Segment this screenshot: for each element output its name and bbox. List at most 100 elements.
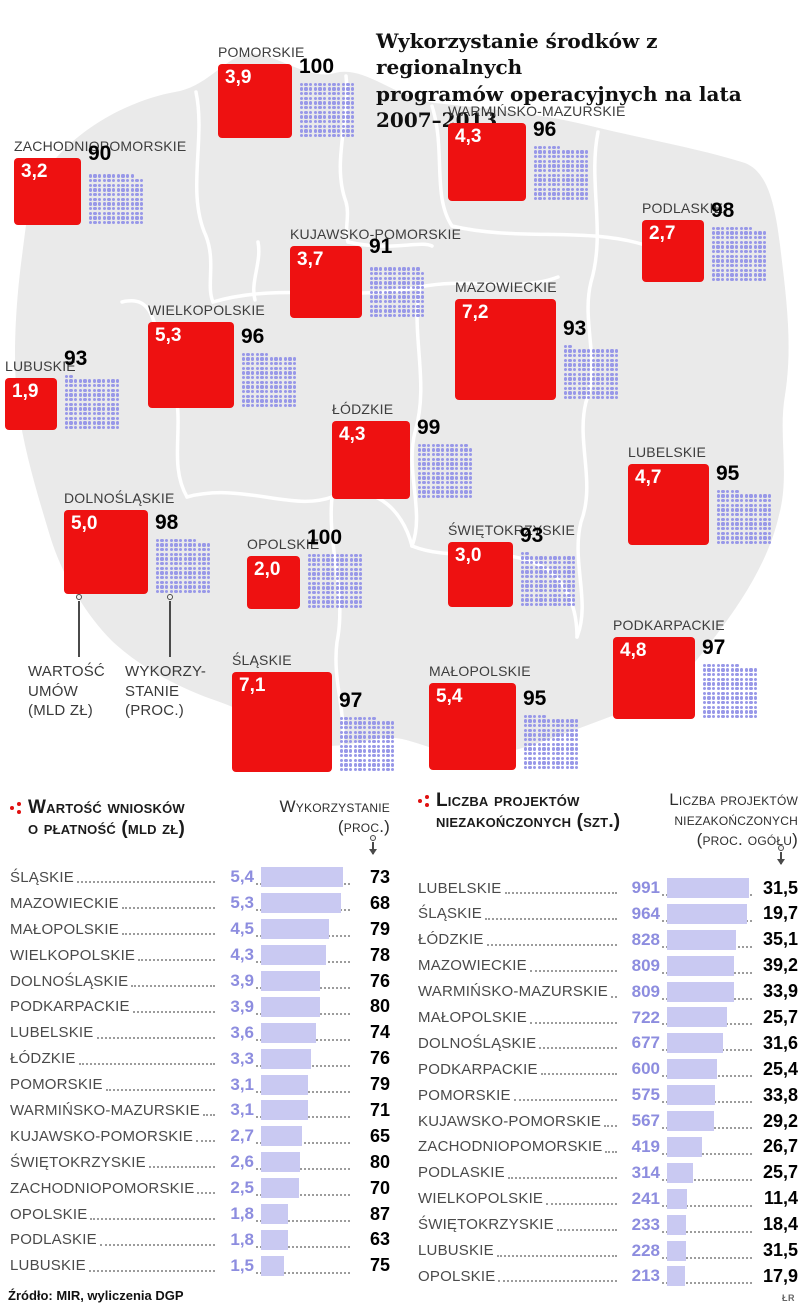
table-row: DOLNOŚLĄSKIE 3,9 76 — [10, 968, 390, 994]
dot — [64, 374, 68, 378]
dot — [591, 358, 595, 362]
dot — [547, 728, 551, 732]
region-label: PODLASKIE — [642, 200, 724, 216]
dot — [572, 565, 576, 569]
dot — [730, 236, 734, 240]
row-bar — [667, 1007, 727, 1028]
dot — [557, 169, 561, 173]
dot — [459, 462, 463, 466]
dot — [193, 552, 197, 556]
right-table-rows: LUBELSKIE 991 31,5 ŚLĄSKIE 964 19,7 ŁÓDZKIE 828… — [418, 875, 798, 1289]
row-value: 575 — [631, 1085, 660, 1105]
dot — [523, 728, 527, 732]
dot — [372, 716, 376, 720]
dot — [188, 557, 192, 561]
dot — [188, 576, 192, 580]
dot — [754, 531, 758, 535]
dot — [740, 696, 744, 700]
dot — [106, 398, 110, 402]
dot — [155, 548, 159, 552]
dot — [573, 377, 577, 381]
dot — [345, 553, 349, 557]
dot — [397, 286, 401, 290]
dot — [525, 589, 529, 593]
dot — [351, 110, 355, 114]
dot — [427, 443, 431, 447]
dot — [340, 567, 344, 571]
dot — [332, 87, 336, 91]
dot — [135, 211, 139, 215]
row-bar-track — [254, 1020, 352, 1046]
dot — [567, 593, 571, 597]
dot — [758, 503, 762, 507]
dot — [422, 453, 426, 457]
dotted-leader — [496, 1254, 617, 1257]
row-value: 3,6 — [230, 1022, 254, 1042]
dot — [339, 763, 343, 767]
dot — [582, 386, 586, 390]
dot — [749, 240, 753, 244]
dot — [155, 562, 159, 566]
contract-value-label: 5,4 — [436, 686, 463, 707]
dot — [345, 577, 349, 581]
dotted-leader — [610, 995, 617, 998]
dot — [716, 531, 720, 535]
dot — [735, 677, 739, 681]
dot — [202, 571, 206, 575]
dot — [326, 563, 330, 567]
dot — [88, 426, 92, 430]
dot — [436, 476, 440, 480]
dot — [749, 259, 753, 263]
row-bar-track — [254, 865, 352, 891]
row-bar — [261, 1022, 316, 1043]
dot — [349, 763, 353, 767]
row-region-name: MAŁOPOLSKIE — [418, 1009, 527, 1027]
row-bar — [261, 919, 329, 940]
row-name-cell: LUBELSKIE — [418, 880, 620, 897]
dot — [353, 758, 357, 762]
dotted-leader — [556, 1228, 617, 1231]
dot — [716, 513, 720, 517]
dot — [383, 290, 387, 294]
dot — [740, 701, 744, 705]
dot — [596, 396, 600, 400]
dot — [758, 268, 762, 272]
dot — [416, 286, 420, 290]
dot — [711, 268, 715, 272]
table-row: ZACHODNIOPOMORSKIE 419 26,7 — [418, 1134, 798, 1160]
row-bar — [261, 996, 320, 1017]
dot — [391, 754, 395, 758]
map-region-pomorskie: POMORSKIE 3,9 100 — [218, 44, 355, 138]
dot — [318, 124, 322, 128]
dot — [525, 551, 529, 555]
dot — [459, 471, 463, 475]
dot — [567, 570, 571, 574]
dot — [534, 589, 538, 593]
dot — [358, 740, 362, 744]
dot — [758, 536, 762, 540]
dot — [702, 691, 706, 695]
dot — [735, 273, 739, 277]
dot — [323, 87, 327, 91]
dot — [441, 485, 445, 489]
dot — [340, 581, 344, 585]
dot — [726, 663, 730, 667]
dot — [327, 106, 331, 110]
row-bar — [667, 955, 734, 976]
row-bar — [261, 945, 326, 966]
dot — [341, 124, 345, 128]
contract-value-label: 4,3 — [339, 424, 366, 445]
dot — [749, 522, 753, 526]
dot — [707, 696, 711, 700]
row-bar — [261, 893, 341, 914]
dot — [358, 726, 362, 730]
dot — [615, 363, 619, 367]
right-table-col2-header: Liczba projektów niezakończonych (proc. … — [669, 790, 798, 850]
dot — [551, 733, 555, 737]
dot — [331, 581, 335, 585]
dot — [102, 179, 106, 183]
dot — [279, 380, 283, 384]
dot — [269, 399, 273, 403]
dot — [416, 309, 420, 313]
dot — [381, 768, 385, 772]
